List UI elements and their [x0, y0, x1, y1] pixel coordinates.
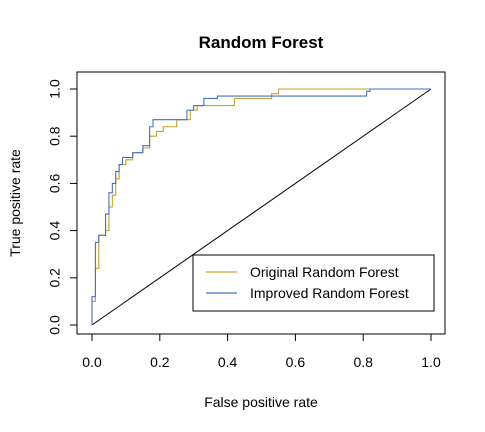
y-tick-label: 0.0	[47, 315, 63, 335]
legend-label-original: Original Random Forest	[250, 264, 399, 280]
x-axis-label: False positive rate	[204, 394, 318, 410]
series-line-improved	[91, 88, 431, 325]
x-tick-label: 1.0	[421, 354, 441, 370]
y-tick-label: 0.8	[47, 126, 63, 146]
y-axis-label: True positive rate	[7, 149, 23, 257]
x-tick-label: 0.6	[286, 354, 306, 370]
x-axis: 0.0 0.2 0.4 0.6 0.8 1.0	[82, 333, 441, 370]
legend-label-improved: Improved Random Forest	[250, 285, 409, 301]
plot-area	[91, 88, 432, 326]
legend: Original Random Forest Improved Random F…	[192, 254, 435, 312]
legend-box	[192, 254, 435, 312]
y-tick-label: 0.2	[47, 268, 63, 288]
x-tick-label: 0.4	[218, 354, 238, 370]
x-tick-label: 0.2	[150, 354, 170, 370]
y-tick-label: 1.0	[47, 79, 63, 99]
y-axis: 0.0 0.2 0.4 0.6 0.8 1.0	[47, 79, 78, 335]
x-tick-label: 0.0	[82, 354, 102, 370]
diagonal-reference-line	[91, 88, 432, 326]
x-tick-label: 0.8	[353, 354, 373, 370]
y-tick-label: 0.6	[47, 173, 63, 193]
chart-title: Random Forest	[199, 33, 324, 52]
y-tick-label: 0.4	[47, 221, 63, 241]
